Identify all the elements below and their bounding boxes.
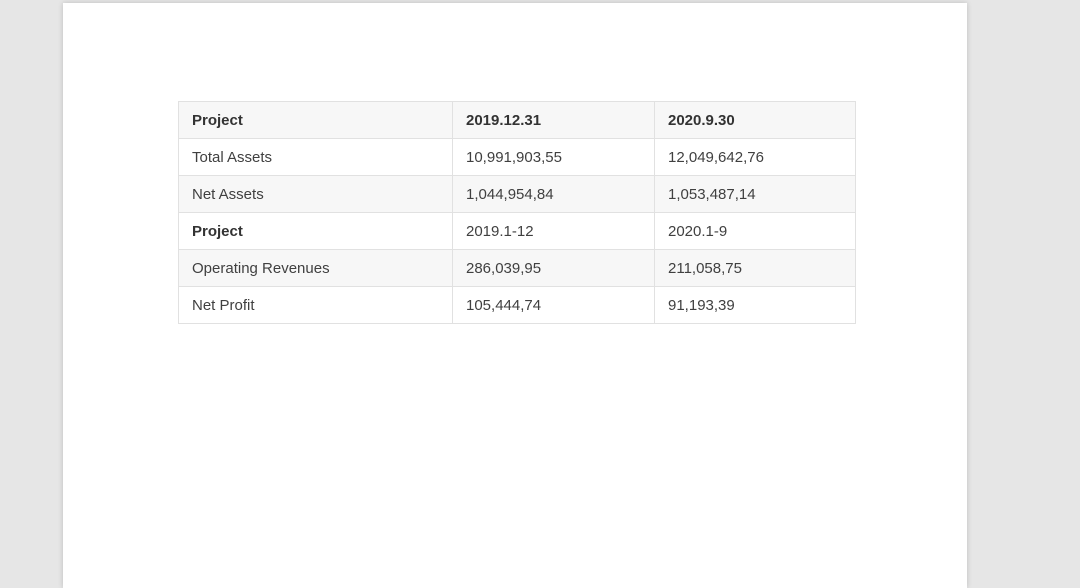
row-label-net-profit: Net Profit — [178, 286, 453, 324]
net-profit-value-2019: 105,444,74 — [452, 286, 655, 324]
table-header-row: Project 2019.12.31 2020.9.30 — [178, 101, 856, 139]
total-assets-value-2020: 12,049,642,76 — [654, 138, 856, 176]
table-row-total-assets: Total Assets 10,991,903,55 12,049,642,76 — [178, 138, 856, 176]
total-assets-value-2019: 10,991,903,55 — [452, 138, 655, 176]
header-cell-project: Project — [178, 101, 453, 139]
row-label-operating-revenues: Operating Revenues — [178, 249, 453, 287]
table-row-net-profit: Net Profit 105,444,74 91,193,39 — [178, 286, 856, 324]
net-assets-value-2020: 1,053,487,14 — [654, 175, 856, 213]
row-label-project-period: Project — [178, 212, 453, 250]
document-page: Project 2019.12.31 2020.9.30 Total Asset… — [63, 3, 967, 588]
period-value-2020: 2020.1-9 — [654, 212, 856, 250]
operating-revenues-value-2020: 211,058,75 — [654, 249, 856, 287]
table-row-operating-revenues: Operating Revenues 286,039,95 211,058,75 — [178, 249, 856, 287]
row-label-net-assets: Net Assets — [178, 175, 453, 213]
period-value-2019: 2019.1-12 — [452, 212, 655, 250]
operating-revenues-value-2019: 286,039,95 — [452, 249, 655, 287]
header-cell-date-2019-12-31: 2019.12.31 — [452, 101, 655, 139]
table-row-net-assets: Net Assets 1,044,954,84 1,053,487,14 — [178, 175, 856, 213]
header-cell-date-2020-9-30: 2020.9.30 — [654, 101, 856, 139]
net-assets-value-2019: 1,044,954,84 — [452, 175, 655, 213]
net-profit-value-2020: 91,193,39 — [654, 286, 856, 324]
table-row-project-period: Project 2019.1-12 2020.1-9 — [178, 212, 856, 250]
financial-table: Project 2019.12.31 2020.9.30 Total Asset… — [178, 101, 856, 324]
row-label-total-assets: Total Assets — [178, 138, 453, 176]
